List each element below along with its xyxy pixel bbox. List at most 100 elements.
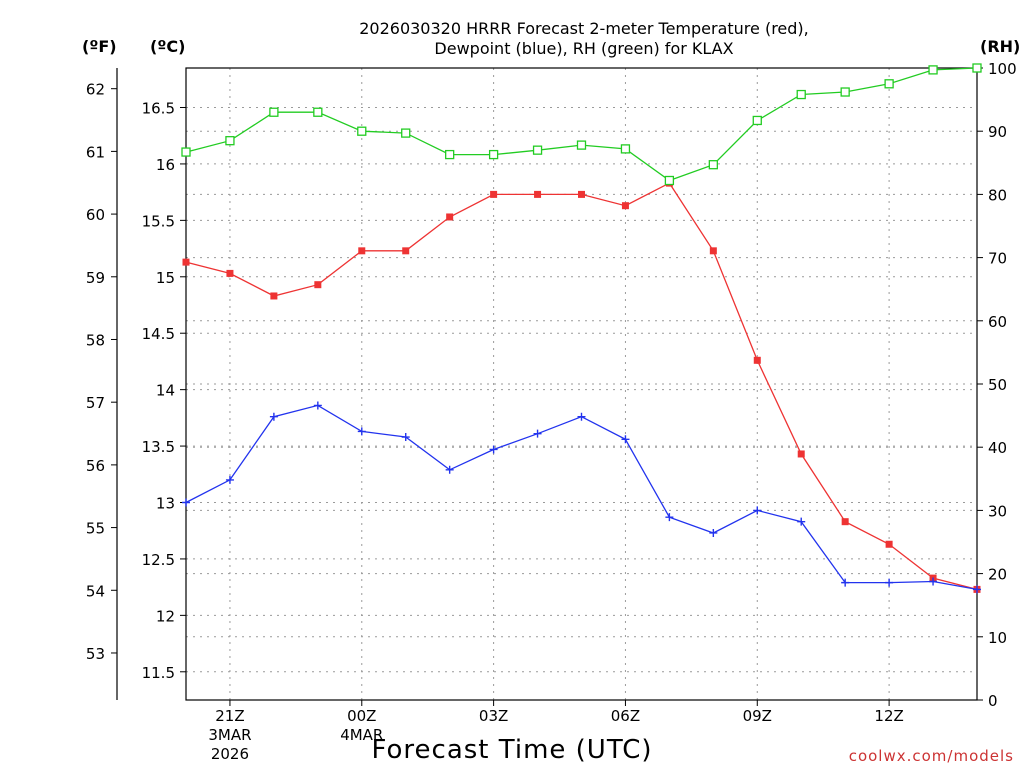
fahrenheit-tick-label: 57 bbox=[86, 394, 105, 412]
dewpoint-point bbox=[489, 445, 498, 454]
rh-tick-label: 40 bbox=[988, 439, 1007, 457]
x-tick-label: 06Z bbox=[611, 707, 640, 725]
celsius-tick-label: 12.5 bbox=[142, 551, 175, 569]
temperature-point bbox=[709, 247, 717, 255]
celsius-tick-label: 15.5 bbox=[142, 212, 175, 230]
fahrenheit-tick-label: 55 bbox=[86, 520, 105, 538]
dewpoint-point bbox=[182, 498, 190, 507]
rh-point bbox=[576, 140, 587, 150]
temperature-point bbox=[182, 258, 190, 266]
dewpoint-point bbox=[841, 578, 850, 587]
celsius-tick-label: 12 bbox=[156, 607, 175, 625]
fahrenheit-tick-label: 53 bbox=[86, 645, 105, 663]
rh-point bbox=[181, 147, 191, 157]
dewpoint-point bbox=[357, 427, 366, 436]
rh-tick-label: 20 bbox=[988, 566, 1007, 584]
rh-point bbox=[884, 79, 894, 89]
fahrenheit-tick-label: 59 bbox=[86, 269, 105, 287]
rh-point bbox=[752, 115, 762, 126]
x-tick-date: 3MAR bbox=[208, 726, 251, 744]
fahrenheit-unit-label: (ºF) bbox=[82, 37, 117, 56]
dewpoint-point bbox=[269, 412, 278, 421]
rh-tick-label: 60 bbox=[988, 313, 1007, 331]
rh-point bbox=[401, 128, 411, 138]
x-axis-label: Forecast Time (UTC) bbox=[371, 735, 652, 765]
rh-point bbox=[928, 65, 938, 75]
dewpoint-point bbox=[445, 465, 454, 474]
rh-tick-label: 50 bbox=[988, 376, 1007, 394]
dewpoint-point bbox=[665, 513, 674, 522]
plot-frame bbox=[185, 67, 978, 701]
rh-point bbox=[488, 149, 499, 160]
dewpoint-point bbox=[621, 435, 630, 444]
rh-tick-label: 10 bbox=[988, 629, 1007, 647]
x-tick-label: 03Z bbox=[479, 707, 508, 725]
dewpoint-point bbox=[885, 578, 894, 587]
celsius-tick-label: 13 bbox=[156, 495, 175, 513]
fahrenheit-tick-label: 58 bbox=[86, 331, 105, 349]
temperature-point bbox=[226, 269, 234, 277]
dewpoint-point bbox=[797, 517, 806, 526]
rh-point bbox=[445, 149, 455, 160]
fahrenheit-tick-label: 54 bbox=[86, 582, 105, 600]
dewpoint-point bbox=[313, 401, 322, 410]
rh-tick-label: 30 bbox=[988, 502, 1007, 520]
rh-unit-label: (RH) bbox=[980, 37, 1020, 56]
celsius-tick-label: 16.5 bbox=[142, 100, 175, 118]
rh-point bbox=[796, 89, 806, 100]
x-tick-label: 00Z bbox=[347, 707, 376, 725]
dewpoint-point bbox=[577, 412, 586, 421]
rh-tick-label: 100 bbox=[988, 60, 1017, 78]
temperature-point bbox=[402, 247, 410, 255]
temperature-point bbox=[621, 202, 629, 210]
rh-point bbox=[313, 107, 323, 117]
rh-point bbox=[664, 175, 675, 186]
celsius-tick-label: 14 bbox=[156, 382, 175, 400]
rh-point bbox=[840, 87, 850, 97]
chart-title-line2: Dewpoint (blue), RH (green) for KLAX bbox=[434, 39, 733, 58]
celsius-tick-label: 15 bbox=[156, 269, 175, 287]
dewpoint-point bbox=[401, 433, 410, 442]
rh-point bbox=[972, 63, 982, 73]
dewpoint-point bbox=[753, 506, 762, 515]
data-series bbox=[181, 63, 982, 594]
x-tick-year: 2026 bbox=[211, 745, 249, 763]
dewpoint-point bbox=[533, 429, 542, 438]
temperature-point bbox=[534, 190, 542, 198]
fahrenheit-tick-label: 60 bbox=[86, 206, 105, 224]
dewpoint-line bbox=[185, 404, 978, 591]
temperature-point bbox=[270, 292, 278, 300]
rh-point bbox=[708, 160, 718, 170]
chart-title-line1: 2026030320 HRRR Forecast 2-meter Tempera… bbox=[359, 19, 809, 38]
x-tick-label: 21Z bbox=[215, 707, 244, 725]
grid-lines bbox=[186, 68, 977, 700]
celsius-tick-label: 14.5 bbox=[142, 325, 175, 343]
temperature-point bbox=[446, 213, 454, 221]
rh-point bbox=[357, 126, 367, 136]
rh-tick-label: 80 bbox=[988, 186, 1007, 204]
celsius-unit-label: (ºC) bbox=[150, 37, 185, 56]
fahrenheit-tick-label: 56 bbox=[86, 457, 105, 475]
rh-point bbox=[532, 145, 543, 155]
temperature-point bbox=[490, 190, 498, 198]
dewpoint-point bbox=[929, 577, 938, 586]
x-tick-date: 4MAR bbox=[340, 726, 383, 744]
rh-point bbox=[225, 136, 235, 146]
temperature-point bbox=[841, 518, 849, 526]
x-tick-label: 12Z bbox=[874, 707, 903, 725]
rh-point bbox=[620, 144, 631, 154]
dewpoint-point bbox=[225, 475, 234, 484]
celsius-tick-label: 13.5 bbox=[142, 438, 175, 456]
temperature-point bbox=[885, 540, 893, 548]
credit-text: coolwx.com/models bbox=[849, 747, 1014, 765]
temperature-point bbox=[314, 281, 322, 289]
fahrenheit-tick-label: 62 bbox=[86, 81, 105, 99]
celsius-tick-label: 16 bbox=[156, 156, 175, 174]
temperature-point bbox=[358, 247, 366, 255]
rh-tick-label: 0 bbox=[988, 692, 998, 710]
temperature-point bbox=[578, 190, 585, 198]
dewpoint-point bbox=[709, 528, 718, 537]
rh-point bbox=[269, 107, 279, 117]
